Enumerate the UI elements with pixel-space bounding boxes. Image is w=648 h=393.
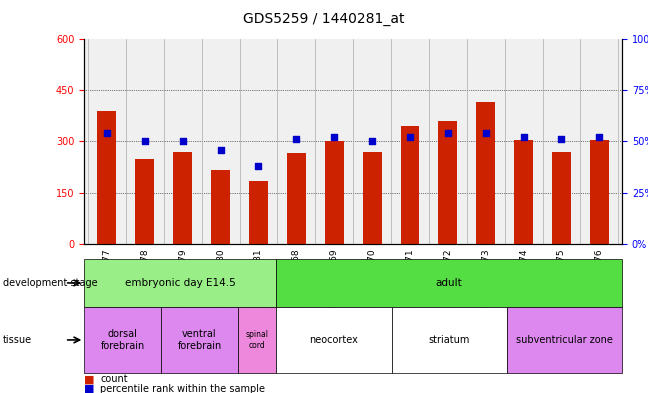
Point [518, 134, 529, 141]
Text: ■: ■ [84, 384, 95, 393]
Point [215, 147, 226, 153]
Bar [400, 126, 419, 244]
Bar [363, 152, 382, 244]
Text: ventral
forebrain: ventral forebrain [178, 329, 222, 351]
Point [481, 130, 491, 136]
Point [556, 136, 566, 143]
Bar [173, 152, 192, 244]
Point [594, 134, 605, 141]
Text: percentile rank within the sample: percentile rank within the sample [100, 384, 266, 393]
Point [140, 138, 150, 145]
Text: adult: adult [436, 278, 463, 288]
Text: count: count [100, 374, 128, 384]
Point [178, 138, 188, 145]
Text: ■: ■ [84, 374, 95, 384]
Text: neocortex: neocortex [310, 335, 358, 345]
Bar [97, 111, 117, 244]
Text: GDS5259 / 1440281_at: GDS5259 / 1440281_at [243, 12, 405, 26]
Text: development stage: development stage [3, 278, 98, 288]
Bar [135, 158, 154, 244]
Point [367, 138, 377, 145]
Text: dorsal
forebrain: dorsal forebrain [100, 329, 145, 351]
Bar [552, 152, 571, 244]
Text: subventricular zone: subventricular zone [516, 335, 613, 345]
Bar [211, 171, 230, 244]
Point [102, 130, 112, 136]
Bar [476, 102, 495, 244]
Point [443, 130, 453, 136]
Bar [249, 181, 268, 244]
Text: embryonic day E14.5: embryonic day E14.5 [125, 278, 236, 288]
Text: tissue: tissue [3, 335, 32, 345]
Bar [287, 153, 306, 244]
Point [405, 134, 415, 141]
Bar [325, 141, 343, 244]
Text: spinal
cord: spinal cord [246, 330, 269, 350]
Text: striatum: striatum [428, 335, 470, 345]
Bar [590, 140, 609, 244]
Point [253, 163, 264, 169]
Bar [439, 121, 457, 244]
Point [329, 134, 340, 141]
Point [291, 136, 301, 143]
Bar [514, 140, 533, 244]
